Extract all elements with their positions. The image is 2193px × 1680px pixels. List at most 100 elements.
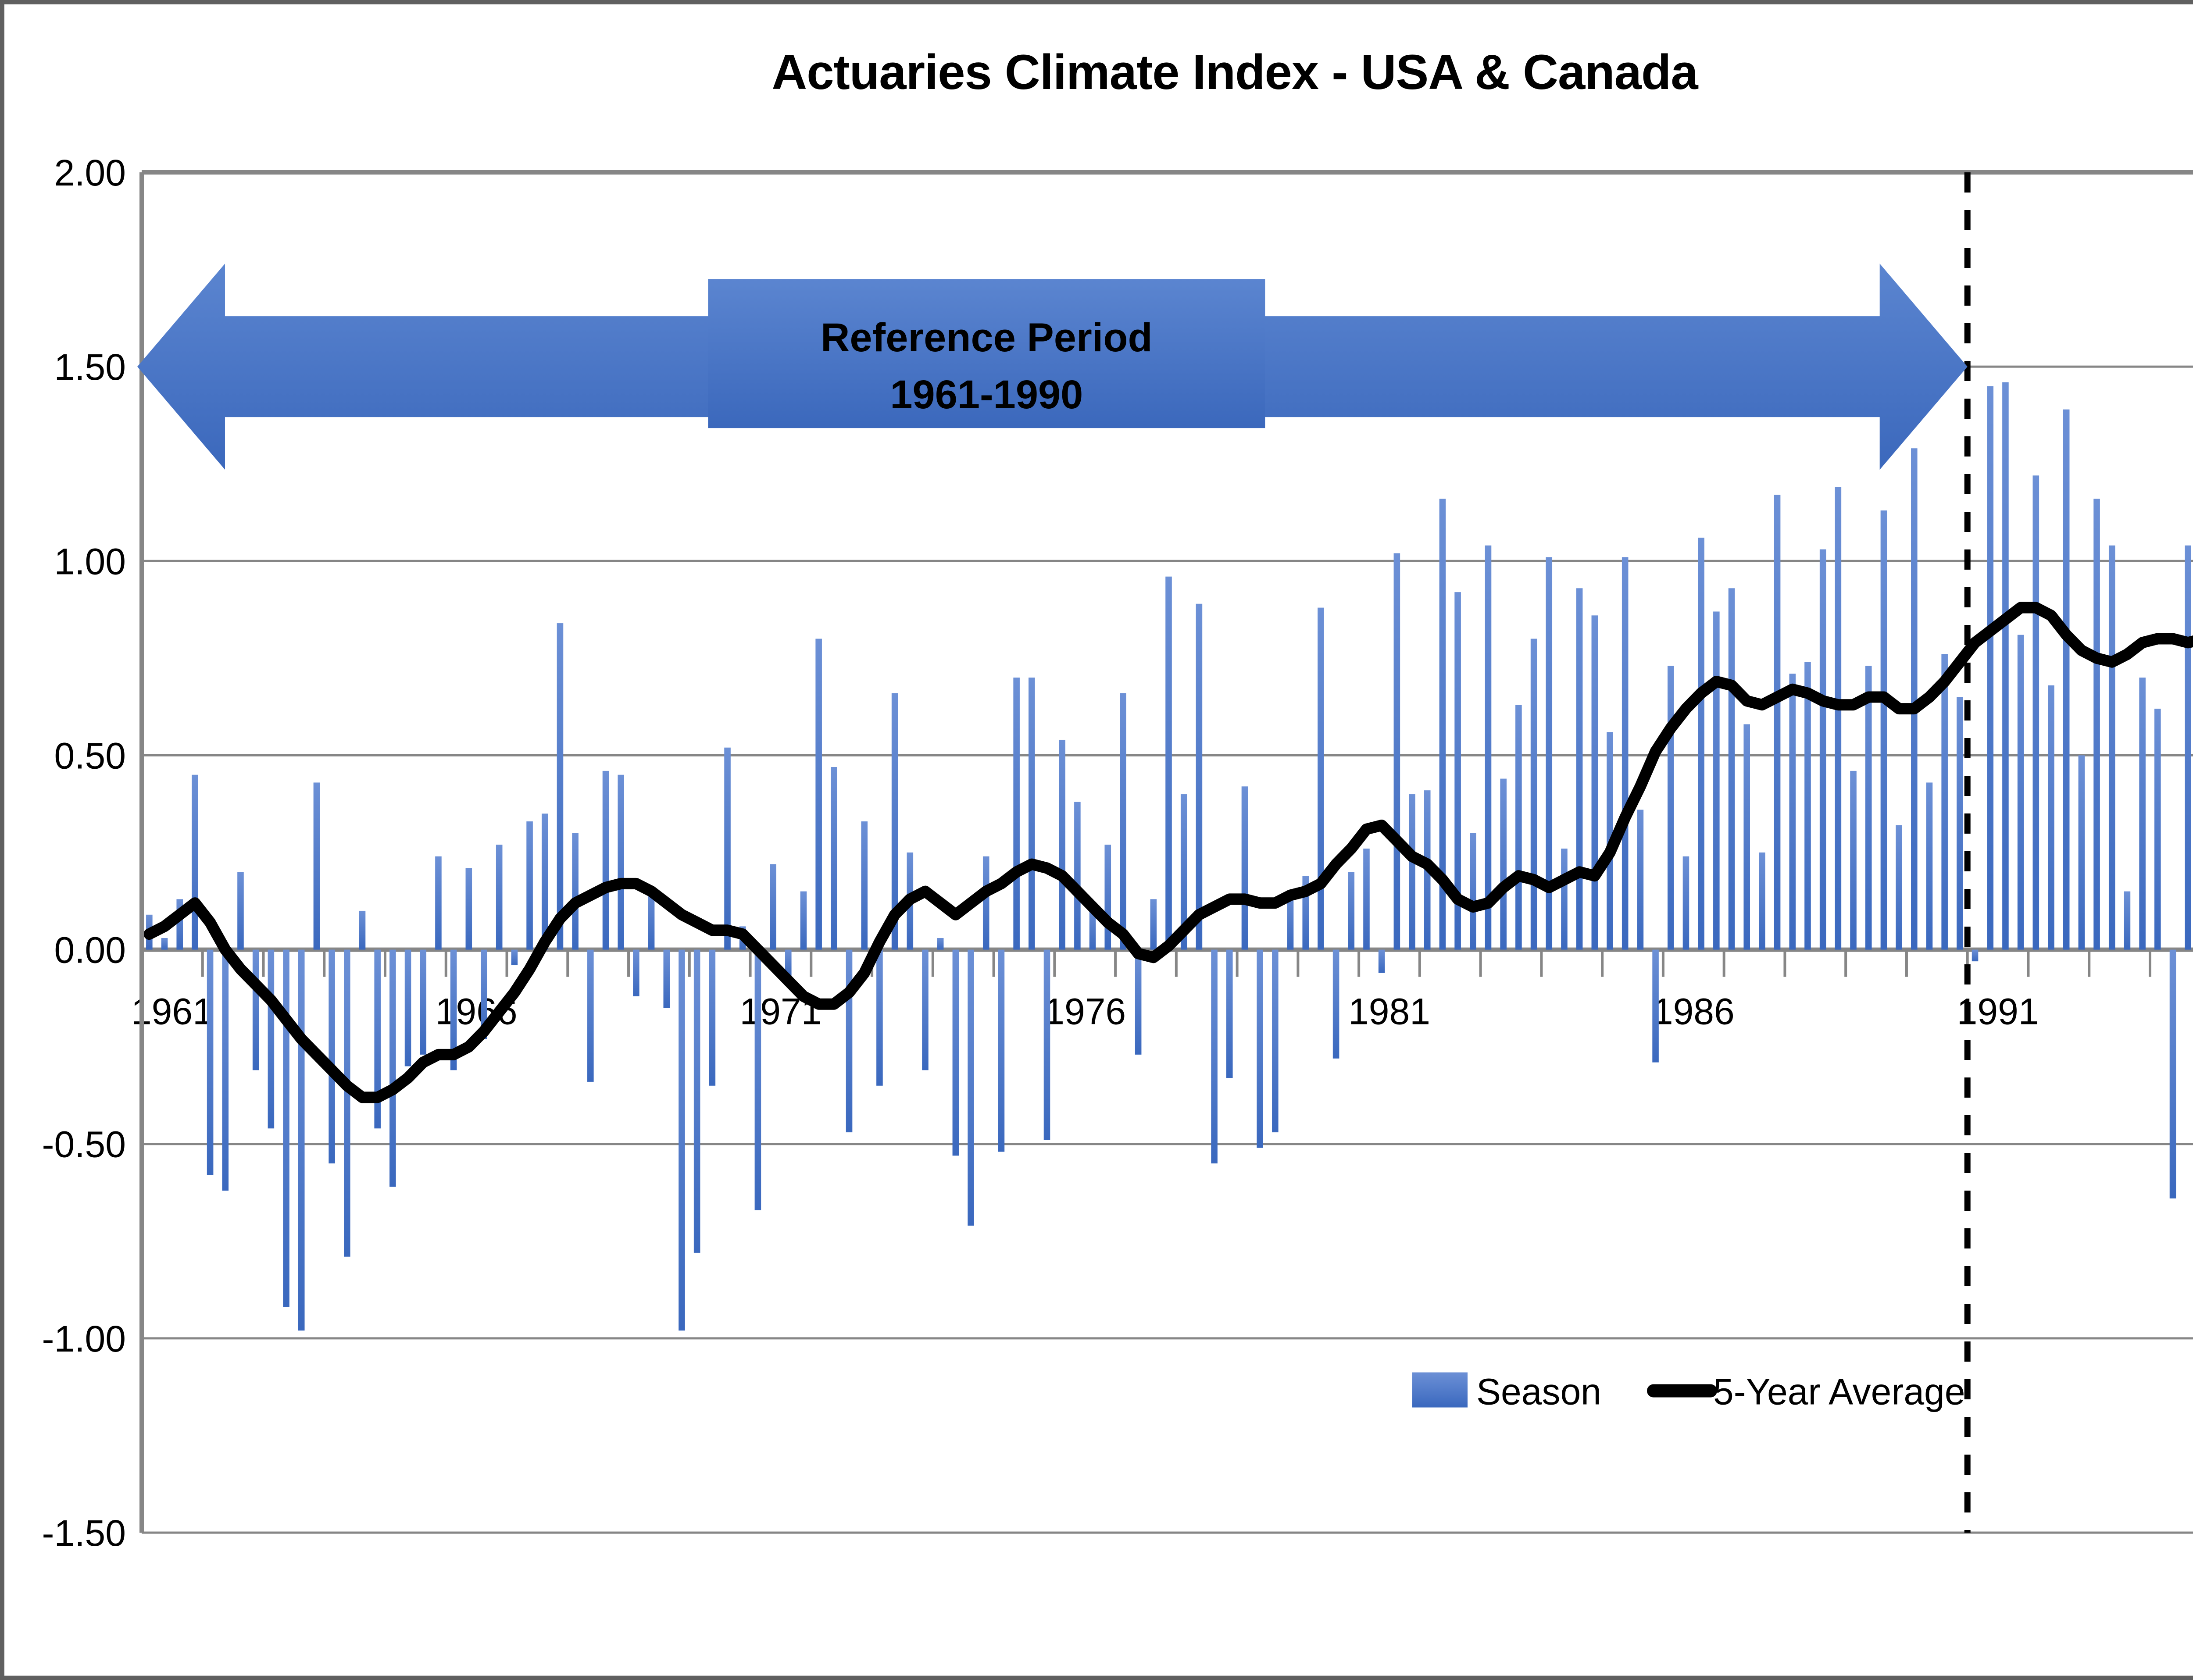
y-tick-label: 1.50 — [54, 346, 126, 388]
season-bar — [1500, 778, 1507, 950]
season-bar — [1089, 907, 1096, 950]
season-bar — [359, 910, 366, 950]
x-tick-label: 1981 — [1348, 991, 1430, 1032]
season-bar — [1682, 856, 1689, 950]
season-bar — [1226, 949, 1233, 1078]
season-bar — [937, 938, 944, 950]
x-tick-label: 1991 — [1957, 991, 2039, 1032]
season-bar — [1880, 510, 1887, 950]
season-bar — [1789, 674, 1796, 950]
season-bar — [1241, 786, 1248, 950]
legend-season-swatch — [1412, 1372, 1468, 1408]
season-bar — [1576, 588, 1583, 950]
season-bar — [511, 949, 518, 966]
season-bar — [344, 949, 350, 1257]
season-bar — [2048, 685, 2054, 950]
season-bar — [587, 949, 594, 1082]
y-tick-label: -1.00 — [42, 1318, 126, 1359]
season-bar — [724, 747, 731, 950]
season-bar — [1819, 549, 1826, 950]
season-bar — [420, 949, 427, 1055]
season-bar — [679, 949, 685, 1331]
season-bar — [1698, 538, 1704, 950]
season-bar — [1211, 949, 1218, 1164]
season-bar — [1637, 810, 1644, 950]
season-bar — [1393, 553, 1400, 950]
season-bar — [663, 949, 670, 1008]
season-bar — [846, 949, 853, 1133]
season-bar — [1378, 949, 1385, 973]
season-bar — [557, 623, 564, 950]
season-bar — [1120, 693, 1126, 950]
season-bar — [1439, 499, 1446, 950]
chart-title: Actuaries Climate Index - USA & Canada — [771, 45, 1698, 100]
season-bar — [1363, 849, 1370, 950]
season-bars — [146, 382, 2191, 1331]
season-bar — [1196, 603, 1203, 950]
season-bar — [1759, 852, 1765, 950]
season-bar — [1896, 825, 1902, 950]
season-bar — [968, 949, 974, 1226]
season-bar — [1029, 678, 1035, 950]
season-bar — [876, 949, 883, 1086]
season-bar — [2078, 755, 2085, 950]
season-bar — [1318, 607, 1324, 950]
season-bar — [161, 938, 168, 950]
season-bar — [1043, 949, 1050, 1140]
season-bar — [2108, 545, 2115, 950]
season-bar — [1135, 949, 1142, 1055]
season-bar — [1561, 849, 1568, 950]
season-bar — [754, 949, 761, 1210]
season-bar — [329, 949, 335, 1164]
season-bar — [1804, 662, 1811, 950]
y-tick-label: -1.50 — [42, 1512, 126, 1554]
season-bar — [618, 774, 624, 950]
season-bar — [1530, 638, 1537, 950]
season-bar — [2032, 475, 2039, 950]
season-bar — [1074, 802, 1081, 950]
season-bar — [770, 864, 776, 950]
legend-average-label: 5-Year Average — [1713, 1371, 1965, 1412]
season-bar — [496, 845, 503, 950]
y-axis-tick-labels: 2.00 1.50 1.00 0.50 0.00 -0.50 -1.00 -1.50 — [42, 152, 126, 1554]
season-bar — [2185, 545, 2191, 950]
season-bar — [1546, 557, 1553, 950]
season-bar — [526, 821, 533, 950]
season-bar — [1835, 487, 1842, 950]
reference-period-annotation: Reference Period 1961-1990 — [137, 264, 1968, 470]
season-bar — [2124, 891, 2131, 950]
season-bar — [1728, 588, 1735, 950]
y-tick-label: 0.50 — [54, 735, 126, 776]
season-bar — [1257, 949, 1263, 1148]
season-bar — [541, 813, 548, 950]
season-bar — [1515, 705, 1522, 950]
season-bar — [2063, 409, 2070, 950]
season-bar — [1941, 654, 1948, 950]
chart-plot: 2.00 1.50 1.00 0.50 0.00 -0.50 -1.00 -1.50 1961… — [42, 152, 2193, 1554]
season-bar — [1926, 782, 1933, 950]
annotation-line-2: 1961-1990 — [890, 372, 1083, 417]
season-bar — [891, 693, 898, 950]
season-bar — [1743, 724, 1750, 950]
season-bar — [389, 949, 396, 1187]
five-year-average-line — [143, 602, 2193, 1103]
x-axis-tick-labels: 1961196619711976198119861991199620012006… — [131, 991, 2039, 1032]
season-bar — [1911, 448, 1918, 950]
season-bar — [450, 949, 457, 1070]
annotation-line-1: Reference Period — [821, 315, 1153, 360]
season-bar — [237, 872, 244, 950]
season-bar — [1409, 794, 1415, 950]
y-tick-label: 1.00 — [54, 541, 126, 582]
season-bar — [1332, 949, 1339, 1059]
season-bar — [602, 770, 609, 950]
season-bar — [1972, 949, 1979, 962]
season-bar — [1470, 833, 1476, 950]
x-tick-label: 1976 — [1044, 991, 1126, 1032]
season-bar — [815, 638, 822, 950]
x-tick-label: 1961 — [131, 991, 213, 1032]
season-bar — [952, 949, 959, 1156]
annotation-box — [708, 279, 1265, 428]
x-tick-label: 1986 — [1653, 991, 1735, 1032]
season-bar — [283, 949, 289, 1307]
